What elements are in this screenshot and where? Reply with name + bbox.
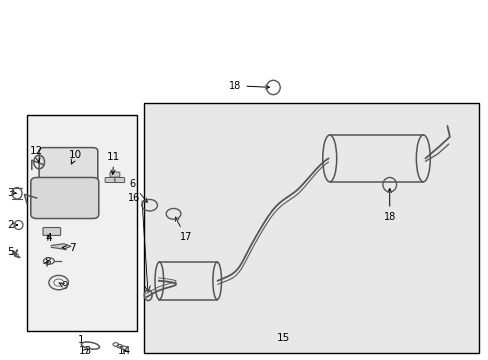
Text: 2: 2 [7,220,18,230]
Text: 12: 12 [30,146,43,162]
Text: 9: 9 [59,281,68,291]
FancyBboxPatch shape [105,177,115,183]
Text: 1: 1 [77,335,84,345]
FancyBboxPatch shape [43,228,61,235]
Text: 16: 16 [128,193,140,203]
Text: 14: 14 [118,346,131,356]
Text: 15: 15 [276,333,290,343]
FancyBboxPatch shape [110,172,120,177]
Text: 13: 13 [79,346,92,356]
Text: 18: 18 [383,189,395,222]
Text: 10: 10 [69,150,82,164]
Text: 4: 4 [45,233,52,243]
FancyBboxPatch shape [115,177,124,183]
Text: 3: 3 [7,188,17,198]
Polygon shape [51,244,71,249]
Text: 17: 17 [175,217,192,242]
Text: 5: 5 [7,247,17,257]
FancyBboxPatch shape [31,177,99,219]
FancyBboxPatch shape [39,148,98,182]
Text: 8: 8 [44,257,51,267]
Text: 11: 11 [107,152,121,174]
Bar [144,103,478,353]
Text: 6: 6 [129,179,147,202]
Text: 7: 7 [62,243,76,253]
Text: 18: 18 [229,81,269,91]
Bar [27,115,137,331]
